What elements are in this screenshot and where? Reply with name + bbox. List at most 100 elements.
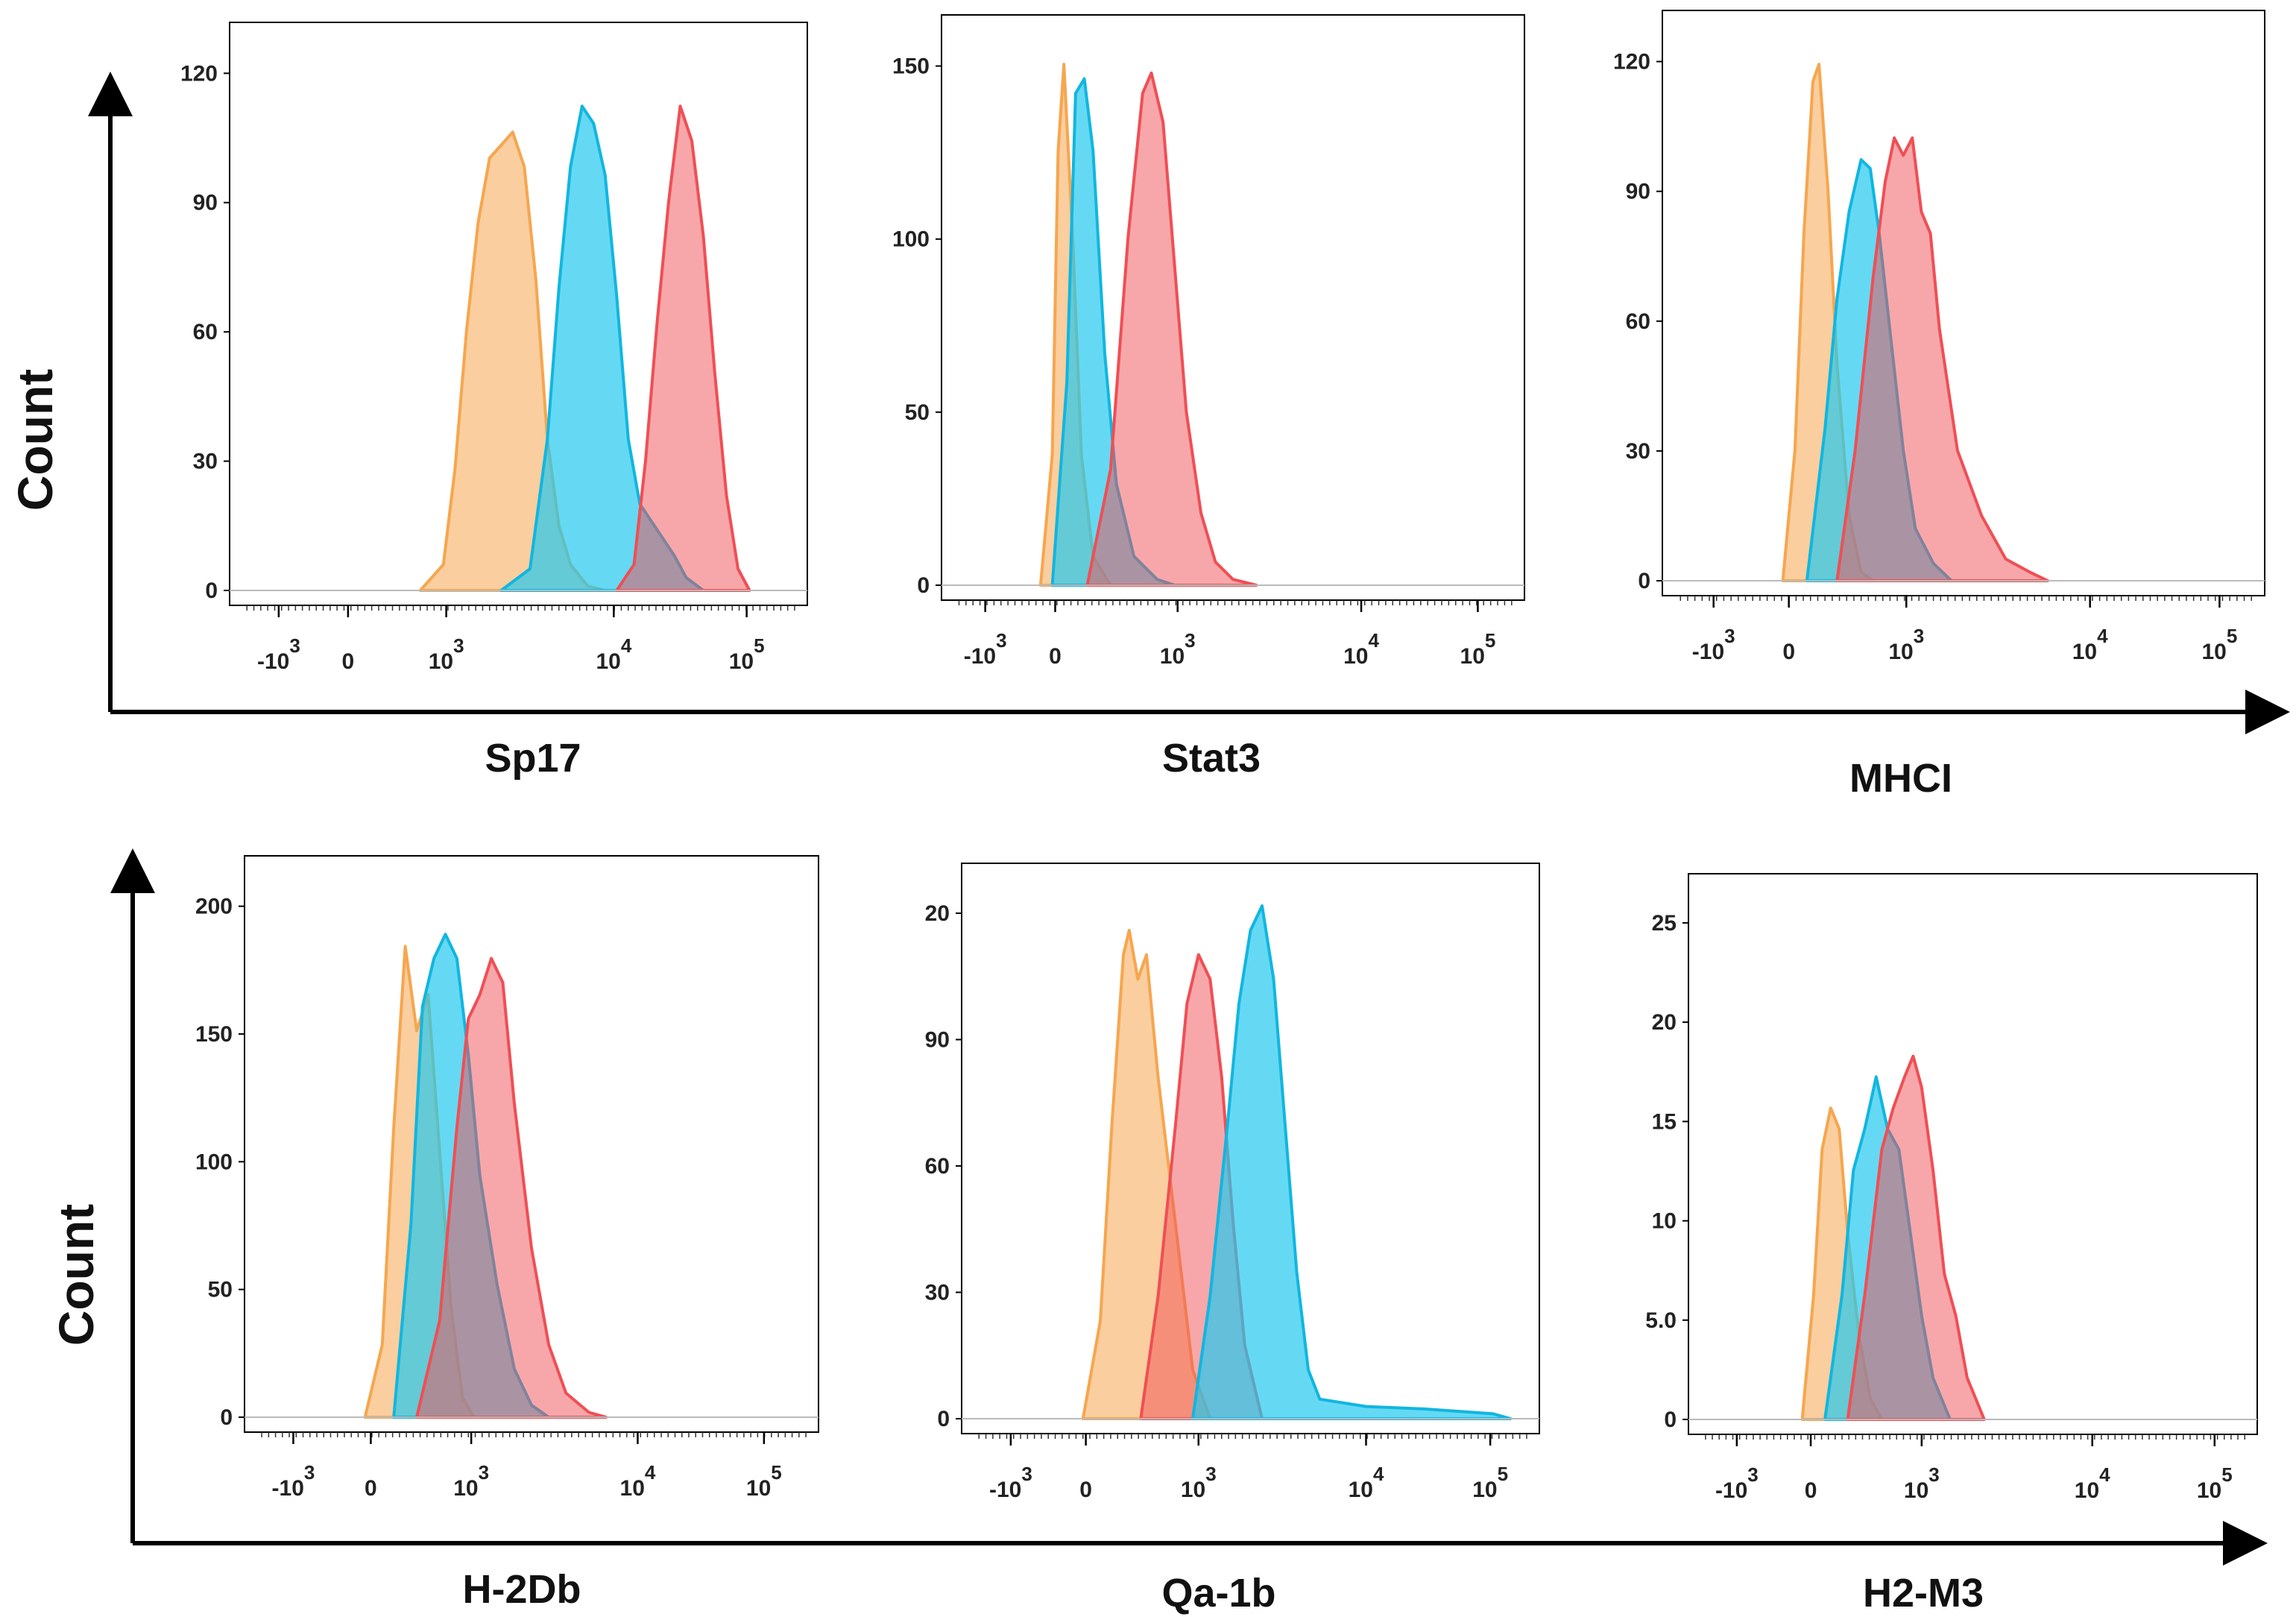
y-tick-label: 15 — [1652, 1109, 1677, 1134]
y-tick-label: 30 — [1626, 439, 1650, 464]
x-tick-label: 0 — [1805, 1478, 1817, 1503]
histogram-red — [615, 104, 751, 592]
x-tick-label: 103 — [453, 1461, 489, 1501]
panel-h2-m3: 0 5.0 10 15 20 25 -103 0 103 104 105 H2-M3 — [1645, 873, 2258, 1616]
histogram-red — [1085, 71, 1258, 587]
x-tick-label: 103 — [1160, 629, 1196, 669]
histogram-cyan — [1191, 904, 1513, 1420]
y-tick-label: 10 — [1652, 1209, 1677, 1234]
y-tick-label: 0 — [917, 573, 930, 598]
y-tick-label: 0 — [1638, 569, 1650, 593]
y-tick-label: 5.0 — [1645, 1308, 1677, 1333]
x-tick-label: 104 — [620, 1461, 656, 1501]
x-tick-exponent: 3 — [479, 1461, 489, 1484]
panel-mhci: 0 30 60 90 120 -103 0 103 104 105 MHCI — [1613, 10, 2265, 801]
x-tick-label: 103 — [429, 634, 464, 674]
y-tick-label: 0 — [220, 1405, 233, 1430]
outer-axes — [88, 72, 2290, 1566]
y-tick-label: 100 — [195, 1150, 233, 1174]
x-tick-label: 103 — [1181, 1463, 1217, 1502]
y-tick-label: 90 — [1626, 180, 1650, 204]
y-tick-label: 50 — [208, 1278, 233, 1302]
y-tick-label: 150 — [195, 1022, 233, 1047]
y-tick-label: 30 — [925, 1280, 950, 1305]
x-tick-exponent: 3 — [1185, 629, 1195, 652]
y-tick-label: 60 — [925, 1154, 950, 1179]
x-tick-exponent: 3 — [289, 634, 300, 657]
x-tick-exponent: 3 — [1724, 625, 1735, 647]
top-row-count-label: Count — [7, 369, 63, 511]
histogram-red — [1846, 1054, 1986, 1421]
x-tick-label: 0 — [342, 649, 355, 674]
y-tick-label: 0 — [205, 579, 218, 603]
x-tick-exponent: 4 — [621, 634, 632, 657]
x-tick-label: 103 — [1904, 1463, 1940, 1503]
y-tick-label: 60 — [193, 320, 218, 344]
y-tick-label: 120 — [1613, 50, 1650, 75]
x-tick-label: 104 — [1349, 1463, 1384, 1502]
x-tick-exponent: 5 — [754, 634, 764, 657]
y-tick-label: 200 — [195, 895, 233, 919]
x-tick-label: -103 — [1692, 625, 1735, 664]
x-tick-exponent: 4 — [1373, 1463, 1384, 1485]
x-tick-label: 104 — [596, 634, 631, 674]
x-tick-label: 0 — [1782, 640, 1795, 664]
panel-sp17: 0 30 60 90 120 -103 0 103 104 105 Sp17 — [180, 22, 808, 781]
x-tick-exponent: 3 — [1914, 625, 1924, 647]
y-tick-label: 25 — [1652, 911, 1677, 936]
y-tick-label: 20 — [925, 901, 950, 926]
x-tick-label: -103 — [272, 1461, 315, 1501]
panel-title: Stat3 — [1162, 736, 1261, 781]
y-tick-label: 0 — [1664, 1408, 1677, 1432]
y-tick-label: 30 — [193, 450, 218, 474]
y-tick-label: 150 — [892, 54, 930, 79]
x-tick-label: -103 — [964, 629, 1007, 669]
plot-frame — [941, 14, 1525, 601]
bottom-row-count-label: Count — [48, 1204, 104, 1346]
x-tick-exponent: 3 — [304, 1461, 315, 1484]
x-tick-label: -103 — [989, 1463, 1032, 1502]
panel-title: H2-M3 — [1863, 1571, 1984, 1616]
y-tick-label: 0 — [937, 1407, 950, 1431]
y-tick-label: 20 — [1652, 1010, 1677, 1035]
panel-qa-1b: 0 30 60 90 20 -103 0 103 104 105 Qa-1b — [925, 863, 1540, 1616]
y-tick-label: 90 — [925, 1027, 950, 1052]
y-tick-label: 60 — [1626, 309, 1650, 334]
x-tick-label: -103 — [1715, 1463, 1759, 1503]
x-tick-label: 103 — [1888, 625, 1924, 664]
x-tick-label: 105 — [1472, 1463, 1508, 1502]
x-tick-label: 105 — [746, 1461, 782, 1501]
x-tick-exponent: 3 — [1747, 1463, 1758, 1486]
x-tick-exponent: 4 — [645, 1461, 656, 1484]
x-tick-exponent: 5 — [1485, 629, 1495, 652]
x-tick-exponent: 3 — [453, 634, 464, 657]
x-tick-exponent: 4 — [2099, 1463, 2110, 1486]
panel-title: H-2Db — [463, 1567, 581, 1612]
y-tick-label: 90 — [193, 191, 218, 215]
x-tick-exponent: 5 — [2227, 625, 2237, 647]
x-tick-exponent: 3 — [1205, 1463, 1216, 1485]
x-tick-exponent: 4 — [2097, 625, 2108, 647]
x-tick-label: 104 — [2072, 625, 2108, 664]
panel-title: Sp17 — [485, 736, 581, 781]
plot-frame — [244, 855, 819, 1433]
y-tick-label: 50 — [905, 400, 930, 425]
x-tick-exponent: 4 — [1368, 629, 1379, 652]
x-tick-label: 0 — [1079, 1478, 1092, 1502]
histogram-red — [415, 956, 608, 1419]
x-tick-label: 104 — [1343, 629, 1379, 669]
x-tick-exponent: 3 — [1928, 1463, 1939, 1486]
x-tick-label: 105 — [729, 634, 765, 674]
x-tick-exponent: 3 — [1021, 1463, 1032, 1485]
x-tick-exponent: 5 — [771, 1461, 781, 1484]
x-tick-exponent: 5 — [2221, 1463, 2232, 1486]
panel-stat3: 0 50 100 150 -103 0 103 104 105 Stat3 — [892, 14, 1525, 781]
x-tick-label: -103 — [257, 634, 300, 674]
x-tick-label: 105 — [1460, 629, 1496, 669]
histogram-red — [1835, 136, 2050, 582]
panel-h-2db: 0 50 100 150 200 -103 0 103 104 105 H-2Db — [195, 855, 819, 1612]
panel-title: MHCI — [1849, 756, 1952, 801]
x-tick-label: 0 — [1049, 644, 1062, 669]
x-tick-exponent: 3 — [996, 629, 1006, 652]
x-tick-label: 105 — [2201, 625, 2237, 664]
